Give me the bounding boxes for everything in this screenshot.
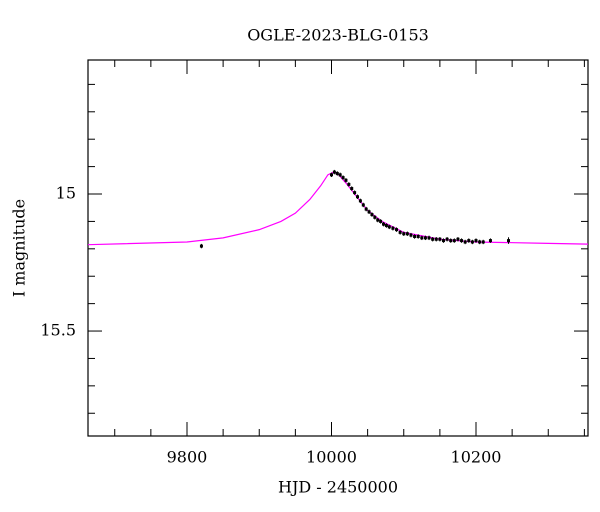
data-point <box>364 207 368 211</box>
data-point <box>373 215 377 219</box>
data-point <box>460 239 464 243</box>
data-point <box>335 171 339 175</box>
data-point <box>463 240 467 244</box>
data-point <box>358 199 362 203</box>
plot-frame <box>87 59 589 437</box>
data-point <box>470 240 474 244</box>
data-point <box>387 225 391 229</box>
data-point <box>329 173 333 177</box>
data-point <box>438 237 442 241</box>
data-point <box>427 236 431 240</box>
data-point <box>347 182 351 186</box>
data-point <box>420 236 424 240</box>
y-tick-label: 15 <box>56 184 76 203</box>
data-point <box>467 239 471 243</box>
data-point <box>488 239 492 243</box>
data-point <box>405 232 409 236</box>
data-point <box>409 233 413 237</box>
data-point <box>376 218 380 222</box>
data-point <box>379 219 383 223</box>
x-axis-label: HJD - 2450000 <box>278 478 398 497</box>
chart-title: OGLE-2023-BLG-0153 <box>247 26 429 45</box>
data-point <box>391 226 395 230</box>
data-point <box>431 237 435 241</box>
data-point <box>332 170 336 174</box>
data-point <box>353 191 357 195</box>
x-tick-label: 10000 <box>306 448 357 467</box>
data-point <box>367 210 371 214</box>
data-point <box>434 237 438 241</box>
data-point <box>398 230 402 234</box>
x-tick-label: 9800 <box>167 448 208 467</box>
data-point <box>474 239 478 243</box>
y-tick-label: 15.5 <box>40 321 76 340</box>
data-point <box>199 244 203 248</box>
data-point <box>384 224 388 228</box>
data-point <box>478 240 482 244</box>
data-point <box>344 178 348 182</box>
data-point <box>402 232 406 236</box>
model-curve <box>87 171 589 246</box>
data-point <box>445 237 449 241</box>
data-point <box>452 239 456 243</box>
data-point <box>356 195 360 199</box>
data-point <box>441 239 445 243</box>
data-point <box>395 228 399 232</box>
data-point <box>370 213 374 217</box>
data-point <box>507 239 511 243</box>
data-point <box>361 203 365 207</box>
data-point <box>416 234 420 238</box>
data-point <box>350 187 354 191</box>
data-point <box>481 240 485 244</box>
data-point <box>382 222 386 226</box>
y-axis-label: I magnitude <box>10 199 29 297</box>
data-point <box>456 237 460 241</box>
data-point <box>413 234 417 238</box>
data-point <box>449 239 453 243</box>
data-point <box>341 176 345 180</box>
data-point <box>338 173 342 177</box>
data-point <box>423 236 427 240</box>
x-tick-label: 10200 <box>451 448 502 467</box>
